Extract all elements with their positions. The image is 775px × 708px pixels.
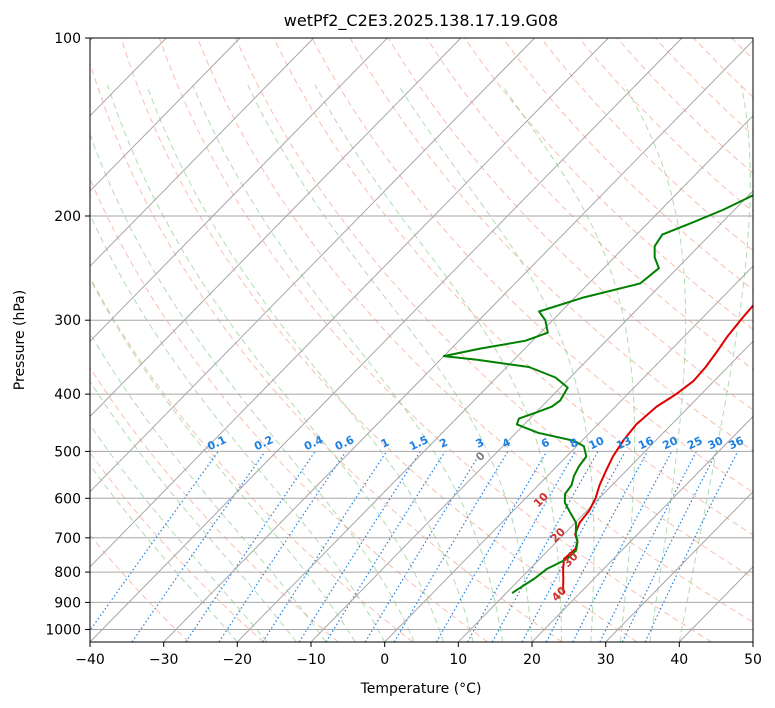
dry-adiabat-line [90, 61, 563, 642]
isotherm-line [90, 38, 609, 568]
x-tick-label: 50 [744, 652, 762, 668]
isotherm-line [531, 415, 753, 642]
line-annotations: 0.1 0.2 0.4 0.6 1 1.5 2 3 4 6 8 10 13 16 20 25 30 3601020… [205, 433, 746, 604]
mixing-ratio-line [131, 451, 266, 642]
y-tick-label: 500 [54, 444, 81, 460]
isotherm-line [457, 340, 753, 642]
dry-adiabat-line [90, 177, 488, 642]
x-tick-label: −30 [149, 652, 179, 668]
isotherm-line [90, 38, 683, 642]
dry-adiabat-line [311, 38, 753, 494]
dewpoint-profile-line [442, 194, 753, 594]
moist-adiabat-line [90, 277, 356, 642]
moist-adiabat-line [90, 380, 297, 642]
x-tick-label: 30 [597, 652, 615, 668]
isotherm-line [310, 190, 753, 642]
isotherm-line [384, 265, 753, 642]
x-tick-label: 20 [523, 652, 541, 668]
moist-adiabat-line [397, 84, 595, 642]
moist-adiabat-line [90, 464, 238, 642]
moist-adiabat-line [678, 84, 751, 642]
mixing-ratio-line [298, 451, 421, 642]
mixing-ratio-label: 13 [614, 434, 633, 452]
isotherm-line [163, 39, 753, 642]
mixing-ratio-label: 30 [706, 434, 726, 452]
isotherm-line [236, 115, 753, 642]
moist-adiabat-line [501, 84, 636, 642]
moist-adiabat-line [247, 84, 533, 642]
y-tick-label: 200 [54, 209, 81, 225]
y-axis-ticks: 100 200 300 400 500 600 700 800 900 1000 [45, 31, 90, 639]
profile-series [442, 194, 753, 594]
dry-adiabat-line [235, 38, 753, 579]
isotherms [90, 38, 753, 642]
mixing-ratio-line [262, 451, 388, 642]
mixing-ratio-label: 20 [661, 434, 681, 452]
x-tick-label: −10 [296, 652, 326, 668]
dry-adiabat-line [196, 38, 753, 623]
dry-adiabat-line [120, 38, 638, 642]
y-tick-label: 600 [54, 491, 81, 507]
isotherm-line [90, 38, 535, 493]
plot-frame [89, 37, 754, 643]
y-tick-label: 1000 [45, 623, 81, 639]
mixing-ratio-line [466, 451, 576, 642]
moist-adiabat-line [90, 332, 327, 642]
x-axis-label: Temperature (°C) [360, 681, 482, 697]
mixing-ratio-line [621, 451, 718, 642]
moist-adiabat-line [146, 84, 474, 642]
mixing-ratio-label: 16 [636, 434, 656, 452]
isotherm-line [90, 38, 388, 343]
moist-adiabat-line [90, 424, 268, 642]
isotherm-line [605, 490, 753, 642]
x-tick-label: 10 [449, 652, 467, 668]
moist-adiabat-line [192, 84, 503, 642]
moist-adiabat-line [107, 84, 445, 642]
y-tick-label: 900 [54, 595, 81, 611]
mixing-ratio-line [364, 451, 482, 642]
isotherm-line [90, 38, 314, 267]
dry-adiabat-line [387, 38, 753, 411]
dry-adiabat-line [90, 366, 339, 642]
x-axis-ticks: −40 −30 −20 −10 0 10 20 30 40 50 [75, 642, 762, 668]
mixing-ratio-line [218, 451, 347, 642]
chart-title: wetPf2_C2E3.2025.138.17.19.G08 [284, 11, 558, 31]
mixing-ratio-line [90, 451, 219, 632]
moist-adiabat-line [314, 84, 562, 642]
x-tick-label: 0 [380, 652, 389, 668]
mixing-ratio-label: 10 [587, 434, 607, 452]
dry-adiabat-line [90, 451, 264, 642]
y-tick-label: 700 [54, 531, 81, 547]
isotherm-line [90, 38, 462, 418]
x-tick-label: −20 [223, 652, 253, 668]
mixing-ratio-label: 25 [685, 434, 704, 452]
isotherm-line [90, 38, 241, 192]
dry-adiabat-line [349, 38, 753, 452]
y-tick-label: 300 [54, 313, 81, 329]
pressure-grid [90, 38, 753, 630]
mixing-ratio-line [599, 451, 697, 642]
y-axis-label: Pressure (hPa) [12, 290, 28, 390]
moist-adiabat-line [623, 84, 687, 642]
mixing-ratio-line [185, 451, 316, 642]
y-tick-label: 100 [54, 31, 81, 47]
moist-adiabat-line [90, 132, 415, 642]
x-tick-label: −40 [75, 652, 105, 668]
mixing-ratio-label: 36 [727, 434, 747, 452]
x-tick-label: 40 [670, 652, 688, 668]
moist-adiabat-line [90, 213, 386, 642]
y-tick-label: 400 [54, 387, 81, 403]
y-tick-label: 800 [54, 565, 81, 581]
dry-adiabat-line [158, 38, 712, 642]
